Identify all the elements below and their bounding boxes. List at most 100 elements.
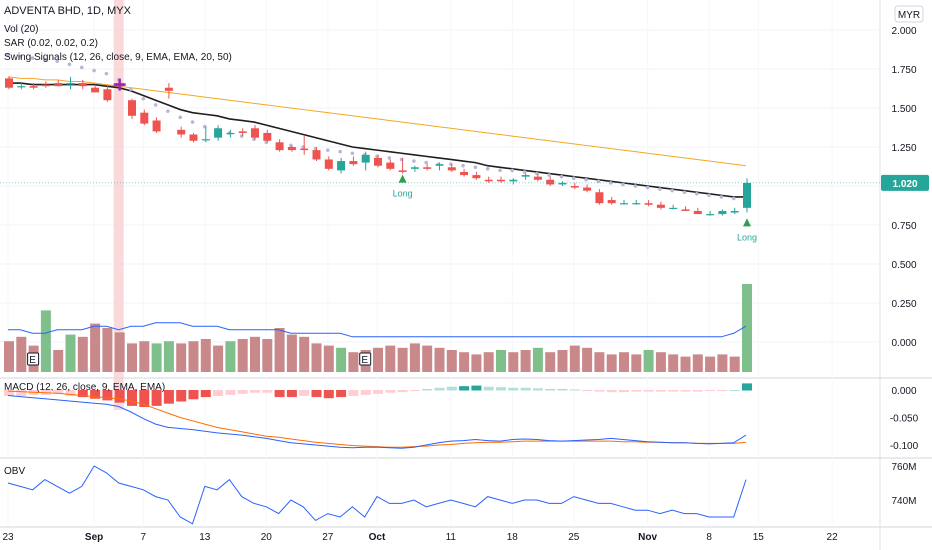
swing-legend[interactable]: Swing Signals (12, 26, close, 9, EMA, EM… <box>4 52 232 63</box>
candle-body <box>521 175 530 177</box>
macd-histogram-bar <box>655 390 666 392</box>
candle-body <box>583 187 592 191</box>
earnings-marker[interactable]: E <box>361 355 368 366</box>
macd-histogram-bar <box>705 390 716 392</box>
volume-bar <box>176 343 187 372</box>
sar-legend[interactable]: SAR (0.02, 0.02, 0.2) <box>4 38 98 49</box>
x-tick-label: 7 <box>141 532 147 543</box>
volume-bar <box>90 323 101 372</box>
volume-bar <box>569 345 580 372</box>
volume-bar <box>16 336 27 372</box>
sar-dot <box>338 149 342 154</box>
sar-dot <box>498 168 502 173</box>
macd-histogram-bar <box>90 390 101 399</box>
macd-histogram-bar <box>520 387 531 391</box>
macd-histogram-bar <box>409 390 420 392</box>
macd-histogram-bar <box>213 390 224 396</box>
candle-body <box>607 200 616 204</box>
volume-bar <box>262 339 273 372</box>
sar-dot <box>412 159 416 163</box>
candle-body <box>226 132 235 135</box>
macd-histogram-bar <box>606 390 617 393</box>
volume-bar <box>237 339 248 372</box>
x-tick-label: 8 <box>706 532 712 543</box>
volume-bar <box>225 341 236 372</box>
obv-line <box>7 465 747 525</box>
macd-histogram-bar <box>163 390 174 404</box>
earnings-marker-box[interactable] <box>27 352 40 366</box>
macd-legend[interactable]: MACD (12, 26, close, 9, EMA, EMA) <box>4 382 166 393</box>
price-tick-label: 1.500 <box>891 104 916 115</box>
volume-bar <box>668 354 679 372</box>
price-tick-label: 0.750 <box>891 221 916 232</box>
sar-dot <box>633 184 638 188</box>
sar-dot <box>596 179 601 184</box>
x-tick-label: Nov <box>638 532 657 543</box>
macd-tick-label: -0.100 <box>890 441 919 452</box>
candle-body <box>743 182 751 208</box>
macd-histogram-bar <box>619 390 629 393</box>
volume-bar <box>729 356 740 372</box>
sar-dot <box>104 71 109 76</box>
x-tick-label: Oct <box>369 532 386 543</box>
macd-histogram-bar <box>77 390 88 398</box>
macd-histogram-bar <box>446 386 457 391</box>
earnings-marker[interactable]: E <box>29 355 36 366</box>
macd-histogram-bar <box>631 390 642 392</box>
currency-badge[interactable] <box>894 5 924 23</box>
candle-body <box>103 89 112 101</box>
volume-bar <box>385 345 396 372</box>
sar-dot <box>190 120 195 124</box>
obv-legend[interactable]: OBV <box>4 466 26 477</box>
price-tick-label: 0.500 <box>891 260 916 271</box>
macd-histogram-bar <box>262 390 273 393</box>
macd-histogram-bar <box>311 390 322 398</box>
volume-bar <box>717 354 728 372</box>
volume-bar <box>520 350 531 372</box>
macd-histogram-bar <box>471 385 482 391</box>
candle-body <box>324 159 333 169</box>
macd-histogram-bar <box>668 390 679 392</box>
macd-histogram-bar <box>569 389 580 391</box>
sar-dot <box>731 196 736 201</box>
volume-bar <box>127 343 137 372</box>
volume-bar <box>532 347 543 372</box>
macd-tick-label: -0.050 <box>890 414 919 425</box>
x-tick-label: 13 <box>199 532 211 543</box>
macd-histogram-bar <box>114 390 125 403</box>
volume-bar <box>422 345 433 372</box>
vol-legend[interactable]: Vol (20) <box>4 24 39 35</box>
macd-histogram-bar <box>385 390 396 393</box>
earnings-marker-box[interactable] <box>359 352 372 366</box>
sar-dot <box>461 163 465 168</box>
sar-dot <box>153 103 158 107</box>
macd-histogram-bar <box>717 390 728 392</box>
volume-bar <box>373 347 383 372</box>
x-tick-label: 22 <box>827 532 839 543</box>
sar-dot <box>645 185 650 190</box>
volume-bar <box>471 354 482 372</box>
macd-histogram-bar <box>127 390 137 406</box>
macd-histogram-bar <box>65 390 76 396</box>
macd-histogram-bar <box>16 390 27 396</box>
candle-body <box>140 112 149 124</box>
candle-body <box>460 171 469 176</box>
candle-body <box>275 142 284 151</box>
candle-body <box>435 164 444 166</box>
macd-histogram-bar <box>274 390 285 398</box>
macd-histogram-bar <box>434 387 445 391</box>
macd-histogram-bar <box>496 387 506 391</box>
sar-dot <box>30 56 35 60</box>
price-tick-label: 1.250 <box>891 143 916 154</box>
volume-ma-line <box>8 322 747 338</box>
sar-dot <box>559 174 564 179</box>
currency-label[interactable]: MYR <box>898 10 920 21</box>
volume-bar <box>582 347 593 372</box>
candle-body <box>263 132 272 141</box>
chart-title: ADVENTA BHD, 1D, MYX <box>4 5 131 17</box>
candle-body <box>17 86 26 88</box>
candle-body <box>201 139 210 141</box>
candle-body <box>484 179 493 182</box>
last-price-badge <box>881 174 929 191</box>
